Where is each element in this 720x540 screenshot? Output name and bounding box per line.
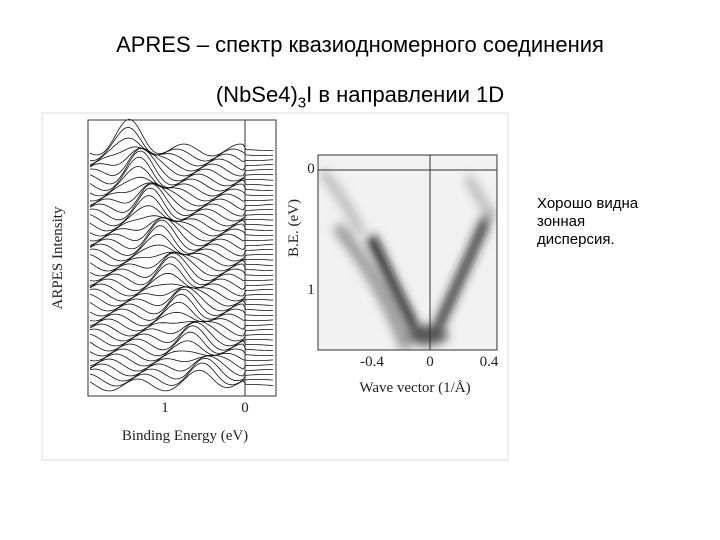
spectrum-trace <box>89 354 274 372</box>
spectrum-trace <box>89 147 274 177</box>
spectrum-trace <box>89 256 274 286</box>
spectrum-trace <box>89 362 274 387</box>
spectrum-trace <box>90 126 274 162</box>
spectrum-trace <box>89 176 274 202</box>
y-tick-label: 0 <box>307 161 315 177</box>
spectrum-trace <box>89 182 274 212</box>
note: Хорошо видна зонная дисперсия. <box>537 195 639 248</box>
band-map <box>318 155 497 350</box>
spectrum-trace <box>89 272 273 297</box>
x-tick-label: 1 <box>161 400 169 416</box>
spectrum-trace <box>89 217 274 242</box>
formula-subscript: 3 <box>297 94 307 112</box>
spectrum-trace <box>89 311 274 332</box>
spectrum-trace <box>89 137 274 167</box>
spectrum-trace <box>89 331 273 357</box>
x-tick-label: -0.4 <box>360 354 384 370</box>
spectrum-trace <box>89 183 273 217</box>
spectrum-trace <box>89 355 273 377</box>
spectrum-trace <box>89 146 274 172</box>
spectrum-trace <box>89 288 273 317</box>
spectrum-trace <box>89 252 274 282</box>
spectrum-trace <box>89 350 274 367</box>
spectrum-trace <box>89 251 274 272</box>
x-axis-label: Wave vector (1/Å) <box>359 380 470 396</box>
x-tick-label: 0 <box>241 400 249 416</box>
spectrum-trace <box>89 283 274 302</box>
spectrum-trace <box>89 251 273 277</box>
title-line-2: (NbSe4)3I в направлении 1D <box>0 82 720 111</box>
right-frame <box>317 154 498 351</box>
spectrum-trace <box>89 118 274 157</box>
spectrum-trace <box>89 205 274 232</box>
spectrum-trace <box>89 301 274 327</box>
spectrum-trace <box>89 320 274 342</box>
waterfall <box>89 118 274 392</box>
x-tick-label: 0 <box>426 354 434 370</box>
spectrum-trace <box>89 340 274 362</box>
spectrum-trace <box>89 187 274 222</box>
spectrum-trace <box>89 219 274 251</box>
x-tick-label: 0.4 <box>480 354 499 370</box>
spectrum-trace <box>89 321 274 347</box>
spectrum-trace <box>89 150 274 187</box>
spectrum-trace <box>89 321 273 337</box>
y-axis-label: ARPES Intensity <box>50 206 66 309</box>
spectrum-trace <box>89 293 274 322</box>
spectrum-trace <box>89 286 274 312</box>
spectrum-trace <box>89 147 274 182</box>
title-rest: I в направлении 1D <box>306 82 505 107</box>
spectrum-trace <box>89 369 274 392</box>
spectrum-trace <box>89 217 274 247</box>
spectrum-trace <box>89 325 274 352</box>
x-axis-label: Binding Energy (eV) <box>122 428 248 444</box>
spectrum-trace <box>89 165 274 197</box>
spectrum-trace <box>89 357 274 382</box>
y-axis-label: B.E. (eV) <box>286 199 302 257</box>
formula: (NbSe4) <box>215 82 298 107</box>
spectrum-trace <box>89 263 274 292</box>
spectrum-trace <box>89 182 274 207</box>
left-frame <box>87 119 277 397</box>
spectrum-trace <box>89 156 274 192</box>
spectrum-trace <box>89 225 273 257</box>
spectrum-trace <box>89 215 273 237</box>
title-line-1: APRES – спектр квазиодномерного соединен… <box>116 32 604 57</box>
y-tick-label: 1 <box>307 282 315 298</box>
